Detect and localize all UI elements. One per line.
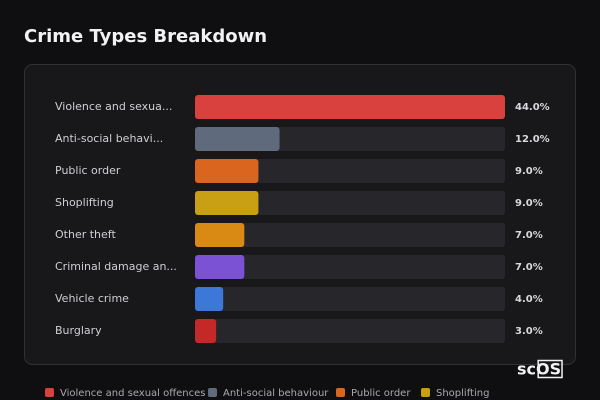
value-label: 7.0% <box>515 262 543 273</box>
bar-track <box>195 191 505 215</box>
legend-swatch <box>421 388 430 397</box>
legend-swatch <box>208 388 217 397</box>
value-label: 9.0% <box>515 198 543 209</box>
bar-track <box>195 255 505 279</box>
bar <box>195 159 259 183</box>
legend-label: Public order <box>351 388 411 399</box>
watermark: scOS <box>517 360 561 379</box>
category-label: Violence and sexua... <box>55 100 172 113</box>
bar <box>195 255 245 279</box>
category-label: Vehicle crime <box>55 292 129 305</box>
value-label: 3.0% <box>515 326 543 337</box>
legend-label: Violence and sexual offences <box>60 388 206 399</box>
bar-track <box>195 159 505 183</box>
category-label: Criminal damage an... <box>55 260 177 273</box>
value-label: 44.0% <box>515 102 550 113</box>
watermark-box <box>537 359 563 379</box>
bar <box>195 127 280 151</box>
category-label: Other theft <box>55 228 116 241</box>
bar-track <box>195 223 505 247</box>
legend-label: Shoplifting <box>436 388 489 399</box>
value-label: 7.0% <box>515 230 543 241</box>
category-label: Burglary <box>55 324 102 337</box>
bar-track <box>195 319 505 343</box>
value-label: 9.0% <box>515 166 543 177</box>
legend-swatch <box>336 388 345 397</box>
category-label: Public order <box>55 164 121 177</box>
legend-label: Anti-social behaviour <box>223 388 329 399</box>
value-label: 4.0% <box>515 294 543 305</box>
bar <box>195 319 217 343</box>
legend-swatch <box>45 388 54 397</box>
value-label: 12.0% <box>515 134 550 145</box>
bar <box>195 191 259 215</box>
category-label: Shoplifting <box>55 196 114 209</box>
bar-track <box>195 287 505 311</box>
bar <box>195 95 505 119</box>
bar <box>195 287 224 311</box>
watermark-text: scOS <box>517 360 561 379</box>
category-label: Anti-social behavi... <box>55 132 163 145</box>
bar <box>195 223 245 247</box>
chart-title: Crime Types Breakdown <box>24 26 267 47</box>
